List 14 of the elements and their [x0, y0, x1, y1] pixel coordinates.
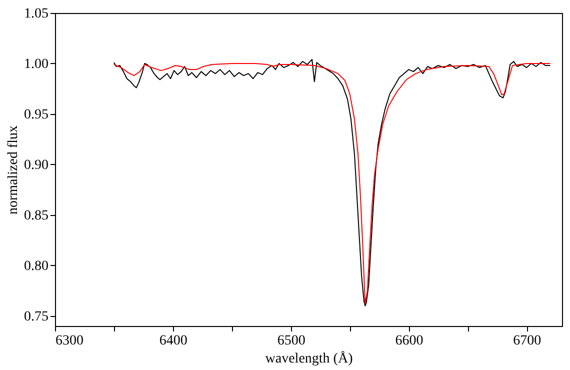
- x-tick-label: 6500: [277, 334, 306, 348]
- x-tick-label: 6300: [56, 334, 84, 348]
- x-tick-label: 6600: [395, 334, 424, 348]
- x-tick-label: 6400: [159, 334, 188, 348]
- y-tick-label: 1.00: [24, 56, 48, 72]
- y-tick-label: 0.85: [24, 208, 48, 224]
- y-tick-label: 0.80: [24, 258, 48, 274]
- y-axis-title: normalized flux: [6, 125, 21, 215]
- y-tick-label: 0.90: [24, 158, 48, 173]
- y-tick-label: 0.95: [24, 107, 48, 122]
- y-tick-label: 1.05: [24, 6, 48, 22]
- x-axis-title: wavelength (Å): [265, 350, 354, 366]
- y-tick-label: 0.75: [24, 309, 48, 324]
- x-tick-label: 6700: [513, 334, 542, 348]
